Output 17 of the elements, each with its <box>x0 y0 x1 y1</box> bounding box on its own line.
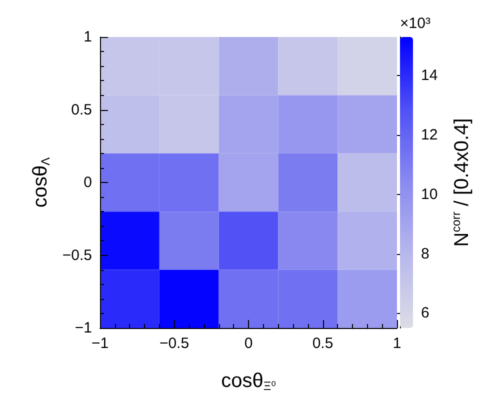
y-tick-label: 1 <box>84 28 92 46</box>
color-bar-title: Ncorr / [0.4x0.4] <box>449 118 473 247</box>
x-tick-label: −0.5 <box>159 335 190 352</box>
y-axis-title: cosθΛ <box>29 157 52 208</box>
x-tick-label: 0 <box>244 335 253 352</box>
y-tick-label: −0.5 <box>62 246 92 264</box>
color-bar-label: 14 <box>421 67 438 84</box>
y-tick-label: 0 <box>84 174 92 191</box>
x-tick-label: 1 <box>392 335 402 352</box>
x-tick-label: 0.5 <box>312 335 334 352</box>
color-bar-label: 10 <box>421 186 438 203</box>
color-bar-label: 12 <box>421 126 438 144</box>
y-tick-label: 0.5 <box>71 101 92 118</box>
text: ×10³ <box>400 15 430 32</box>
y-tick-label: −1 <box>74 320 92 336</box>
color-bar-label: 8 <box>421 245 430 262</box>
color-bar-label: 6 <box>421 304 430 322</box>
